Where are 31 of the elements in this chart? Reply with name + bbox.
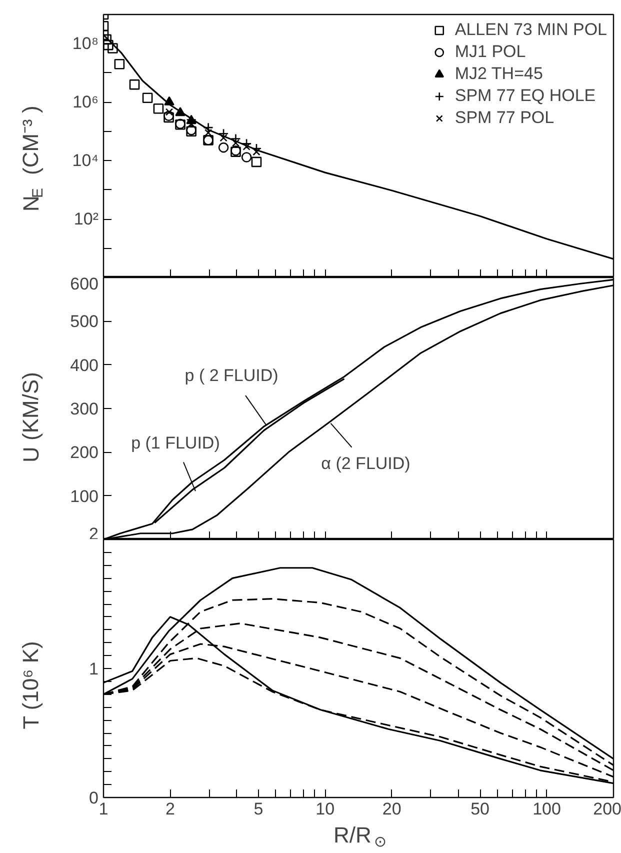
y-axis-title: NE (CM⁻³ ) — [18, 106, 46, 212]
y-tick-label: 10² — [74, 210, 99, 229]
annotation: p (1 FLUID) — [131, 434, 220, 453]
y-tick-label: 600 — [70, 274, 99, 294]
x-tick-label: 200 — [593, 800, 621, 818]
x-tick-label: 5 — [254, 800, 264, 818]
y-tick-label: 10⁸ — [72, 34, 99, 54]
x-tick-label: 10 — [316, 800, 335, 818]
x-axis-title: R/R⊙ — [334, 822, 387, 850]
legend-label: MJ1 POL — [454, 42, 526, 62]
y-tick-label: 500 — [70, 312, 99, 332]
y-tick-label: 200 — [70, 443, 99, 462]
y-axis-title: T (10⁶ K) — [18, 641, 44, 730]
y-tick-label: 10⁶ — [72, 92, 99, 112]
y-tick-label: 400 — [70, 356, 99, 375]
legend-label: ALLEN 73 MIN POL — [454, 20, 607, 40]
x-tick-label: 50 — [470, 800, 490, 818]
y-axis-title: U (KM/S) — [18, 372, 44, 462]
annotation: α (2 FLUID) — [321, 454, 410, 473]
y-tick-label: 100 — [70, 486, 99, 506]
y-tick-label: 0 — [89, 788, 99, 808]
x-tick-label: 20 — [382, 800, 402, 818]
y-tick-label: 1 — [89, 660, 99, 678]
x-tick-label: 2 — [165, 800, 175, 818]
legend-label: SPM 77 EQ HOLE — [454, 86, 596, 106]
legend-label: SPM 77 POL — [454, 108, 554, 128]
y-tick-label: 300 — [70, 400, 99, 418]
legend-label: MJ2 TH=45 — [454, 64, 543, 84]
annotation: p ( 2 FLUID) — [184, 366, 278, 386]
y-tick-label: 10⁴ — [72, 151, 99, 170]
x-tick-label: 100 — [532, 800, 561, 818]
